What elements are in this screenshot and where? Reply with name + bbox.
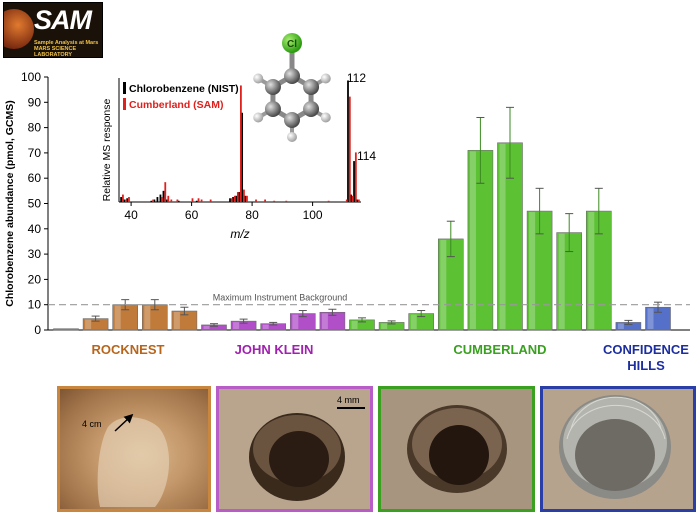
chlorobenzene-molecule: Cl <box>253 33 331 142</box>
group-label-hills: HILLS <box>627 358 665 373</box>
bar-highlight <box>114 305 121 329</box>
bar-highlight <box>85 319 92 329</box>
photo-rocknest: 4 cm <box>57 386 211 512</box>
hydrogen-atom <box>320 112 331 123</box>
legend-swatch <box>123 98 126 110</box>
y-tick-label: 70 <box>28 146 42 160</box>
bar-highlight <box>292 314 299 329</box>
photo-john-klein: 4 mm <box>216 386 373 512</box>
inset-mass-spectrum: 40 60 80 100 m/z Relative MS response Chlorobe… <box>101 71 376 241</box>
sam-logo: SAM Sample Analysis at Mars MARS SCIENCE… <box>3 2 103 58</box>
group-label: ROCKNEST <box>92 342 165 357</box>
y-axis-title: Chlorobenzene abundance (pmol, GCMS) <box>4 100 16 307</box>
bar-highlight <box>588 212 595 329</box>
bar-highlight <box>558 233 565 329</box>
main-bar-chart: 0 10 20 30 40 50 60 70 80 90 100 Chlorobenzene abun… <box>4 70 690 373</box>
carbon-atom <box>303 101 320 117</box>
inset-x-tick-label: 80 <box>245 208 259 222</box>
peak-label: 112 <box>347 71 366 85</box>
logo-subtitle-line1: Sample Analysis at Mars <box>34 40 99 46</box>
hydrogen-atom <box>320 73 331 84</box>
photo-confidence-hills <box>540 386 696 512</box>
bar-highlight <box>469 151 476 329</box>
chlorine-atom <box>282 33 302 53</box>
hydrogen-atom <box>287 132 297 142</box>
bar-highlight <box>262 324 269 329</box>
hydrogen-atom <box>253 112 264 123</box>
bar-highlight <box>440 239 447 329</box>
bar-highlight <box>321 313 328 329</box>
hydrogen-atom <box>253 73 264 84</box>
bar-highlight <box>410 314 417 329</box>
y-tick-label: 80 <box>28 121 42 135</box>
chlorine-label: Cl <box>287 39 297 50</box>
y-tick-label: 10 <box>28 298 42 312</box>
legend-label: Chlorobenzene (NIST) <box>129 83 239 95</box>
y-tick-label: 90 <box>28 95 42 109</box>
bar-highlight <box>351 320 358 329</box>
bar-highlight <box>173 312 180 329</box>
inset-x-axis-title: m/z <box>230 227 249 241</box>
y-tick-label: 40 <box>28 222 42 236</box>
bar-highlight <box>529 212 536 329</box>
bar-highlight <box>203 325 210 329</box>
bar-highlight <box>617 323 624 329</box>
bar-highlight <box>381 323 388 329</box>
reference-line-label: Maximum Instrument Background <box>213 293 348 303</box>
carbon-atom <box>264 79 281 95</box>
y-tick-label: 30 <box>28 247 42 261</box>
inset-x-tick-label: 100 <box>303 208 323 222</box>
inset-y-axis-title: Relative MS response <box>101 98 113 201</box>
inset-x-tick-label: 60 <box>185 208 199 222</box>
carbon-atom <box>264 101 281 117</box>
bar-highlight <box>647 308 654 329</box>
group-label-confidence: CONFIDENCE <box>603 342 689 357</box>
carbon-atom <box>303 79 320 95</box>
group-label: CUMBERLAND <box>453 342 546 357</box>
bar <box>53 328 79 331</box>
peak-label: 114 <box>357 149 376 163</box>
y-tick-label: 60 <box>28 171 42 185</box>
bar-highlight <box>144 305 151 329</box>
y-tick-label: 50 <box>28 197 42 211</box>
y-tick-label: 20 <box>28 272 42 286</box>
y-tick-label: 100 <box>21 70 41 84</box>
legend-label: Cumberland (SAM) <box>129 99 224 111</box>
scale-label-4cm: 4 cm <box>82 419 102 429</box>
scale-label-4mm: 4 mm <box>337 395 360 405</box>
carbon-atom <box>284 68 300 84</box>
inset-x-tick-label: 40 <box>124 208 138 222</box>
logo-subtitle-line2: MARS SCIENCE LABORATORY <box>34 46 77 58</box>
group-label: JOHN KLEIN <box>235 342 314 357</box>
y-tick-label: 0 <box>34 323 41 337</box>
photo-cumberland <box>378 386 535 512</box>
logo-title: SAM <box>34 5 92 35</box>
bar-highlight <box>499 143 506 329</box>
bar-highlight <box>233 322 240 329</box>
logo-subtitle: Sample Analysis at Mars MARS SCIENCE LAB… <box>34 40 100 58</box>
legend-swatch <box>123 82 126 94</box>
carbon-atom <box>284 112 300 128</box>
